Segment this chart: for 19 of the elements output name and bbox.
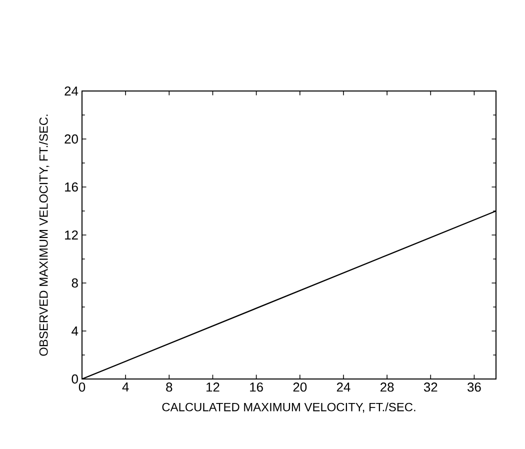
y-tick-label: 8 [72, 278, 78, 288]
x-tick-label: 16 [250, 382, 263, 392]
y-tick-label: 24 [64, 86, 78, 96]
x-tick-label: 32 [424, 382, 438, 392]
x-tick-label: 24 [336, 382, 350, 392]
x-tick-label: 36 [468, 382, 481, 392]
x-tick-label: 28 [380, 382, 394, 392]
y-tick-label: 16 [65, 182, 78, 192]
x-tick-label: 0 [78, 382, 86, 392]
y-axis-title: OBSERVED MAXIMUM VELOCITY, FT./SEC. [39, 114, 50, 356]
x-tick-label: 12 [206, 382, 220, 392]
y-tick-label: 0 [72, 374, 78, 384]
y-tick-label: 20 [64, 134, 78, 144]
y-tick-label: 4 [72, 326, 78, 336]
y-tick-label: 12 [65, 230, 78, 240]
x-tick-label: 8 [166, 382, 172, 392]
x-axis-title: CALCULATED MAXIMUM VELOCITY, FT./SEC. [162, 402, 416, 413]
x-tick-label: 4 [122, 382, 129, 392]
x-tick-label: 20 [293, 382, 307, 392]
